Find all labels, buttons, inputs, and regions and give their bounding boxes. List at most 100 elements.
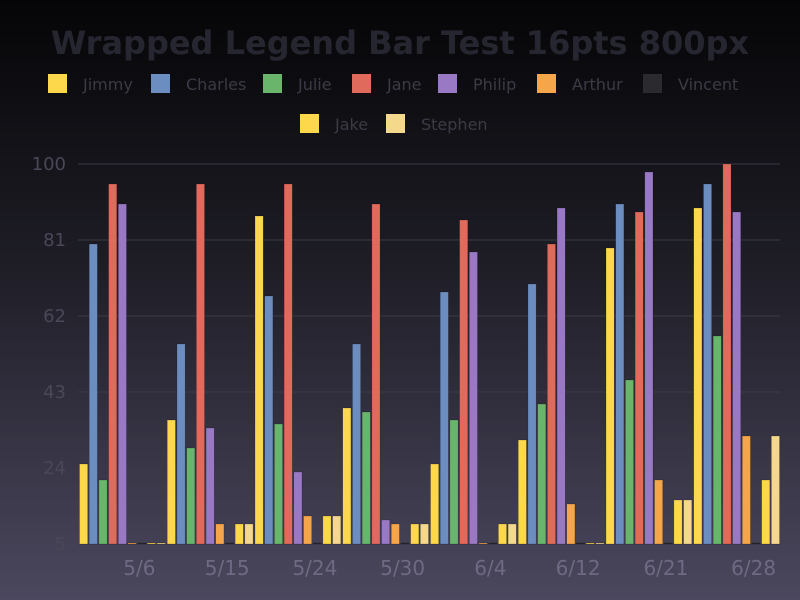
bar-philip xyxy=(381,519,390,545)
bar-julie xyxy=(537,403,547,545)
bar-philip xyxy=(205,427,215,545)
bar-charles xyxy=(176,343,186,545)
bar-charles xyxy=(352,343,361,545)
legend-item-vincent: Vincent xyxy=(643,74,738,94)
bar-arthur xyxy=(303,515,312,545)
bar-stephen xyxy=(156,542,166,545)
grid-lines xyxy=(78,163,780,545)
legend-swatch xyxy=(386,114,405,133)
x-tick-label: 5/15 xyxy=(205,556,250,580)
bar-jane xyxy=(634,211,644,545)
bar-charles xyxy=(703,183,712,545)
bar-vincent xyxy=(400,542,410,545)
bar-julie xyxy=(274,423,283,545)
bar-stephen xyxy=(507,523,517,545)
y-tick-label: 43 xyxy=(43,382,66,403)
bar-jake xyxy=(234,523,244,545)
x-tick-label: 6/28 xyxy=(731,556,776,580)
x-tick-label: 6/4 xyxy=(474,556,506,580)
legend-item-arthur: Arthur xyxy=(537,74,623,94)
legend-item-jane: Jane xyxy=(352,74,422,94)
chart-title: Wrapped Legend Bar Test 16pts 800px xyxy=(51,24,750,62)
legend-label: Philip xyxy=(473,75,516,94)
bar-vincent xyxy=(225,542,234,545)
bar-stephen xyxy=(244,523,254,545)
legend-swatch xyxy=(438,74,457,93)
legend-swatch xyxy=(643,74,662,93)
bar-jimmy xyxy=(693,207,703,545)
bar-jake xyxy=(147,542,156,545)
legend-swatch xyxy=(151,74,170,93)
x-tick-label: 5/30 xyxy=(380,556,425,580)
bar-philip xyxy=(293,471,303,545)
bar-vincent xyxy=(312,542,322,545)
bar-charles xyxy=(264,295,274,545)
bar-jake xyxy=(410,523,420,545)
x-axis-ticks: 5/6 5/15 5/24 5/30 6/4 6/12 6/21 6/28 xyxy=(123,556,776,580)
legend-swatch xyxy=(352,74,371,93)
bar-arthur xyxy=(566,503,576,545)
bar-jane xyxy=(371,203,381,545)
bar-arthur xyxy=(742,435,751,545)
legend-swatch xyxy=(48,74,67,93)
y-tick-label: 62 xyxy=(43,306,66,327)
bar-jane xyxy=(108,183,118,545)
legend: Jimmy Charles Julie Jane Philip Arthur Vincent… xyxy=(48,74,738,134)
legend-swatch xyxy=(300,114,319,133)
bar-julie xyxy=(98,479,108,545)
bar-jake xyxy=(322,515,332,545)
bar-philip xyxy=(118,203,127,545)
bar-charles xyxy=(88,243,98,545)
bar-jimmy xyxy=(254,215,264,545)
y-tick-label: 81 xyxy=(43,230,66,251)
bar-jimmy xyxy=(605,247,615,545)
bar-arthur xyxy=(391,523,400,545)
bar-jane xyxy=(283,183,293,545)
bar-jimmy xyxy=(518,439,527,545)
legend-item-julie: Julie xyxy=(263,74,332,94)
bars xyxy=(79,163,780,545)
x-tick-label: 5/6 xyxy=(123,556,155,580)
bar-jane xyxy=(722,163,732,545)
legend-label: Jimmy xyxy=(82,75,133,94)
bar-jake xyxy=(498,523,507,545)
x-tick-label: 6/12 xyxy=(556,556,601,580)
y-tick-label: 100 xyxy=(32,154,66,175)
bar-vincent xyxy=(663,542,673,545)
bar-stephen xyxy=(771,435,780,545)
bar-jimmy xyxy=(79,463,88,545)
legend-label: Vincent xyxy=(678,75,738,94)
bar-julie xyxy=(361,411,371,545)
bar-julie xyxy=(625,379,634,545)
bar-jimmy xyxy=(167,419,176,545)
bar-jimmy xyxy=(342,407,352,545)
bar-vincent xyxy=(488,542,498,545)
legend-swatch xyxy=(263,74,282,93)
legend-item-stephen: Stephen xyxy=(386,114,488,134)
legend-label: Julie xyxy=(297,75,332,94)
x-tick-label: 5/24 xyxy=(292,556,337,580)
bar-arthur xyxy=(478,542,488,545)
bar-jimmy xyxy=(430,463,439,545)
legend-item-philip: Philip xyxy=(438,74,516,94)
bar-jake xyxy=(761,479,771,545)
bar-philip xyxy=(732,211,741,545)
y-tick-label: 24 xyxy=(43,458,66,479)
bar-arthur xyxy=(654,479,663,545)
bar-arthur xyxy=(215,523,225,545)
y-axis-ticks: 5 24 43 62 81 100 xyxy=(32,154,66,555)
bar-jake xyxy=(673,499,683,545)
bar-charles xyxy=(439,291,449,545)
bar-vincent xyxy=(137,542,147,545)
y-tick-label: 5 xyxy=(55,534,66,555)
legend-label: Stephen xyxy=(421,115,488,134)
legend-label: Charles xyxy=(186,75,246,94)
bar-arthur xyxy=(127,542,137,545)
bar-vincent xyxy=(576,542,585,545)
bar-stephen xyxy=(420,523,429,545)
legend-label: Jake xyxy=(334,115,368,134)
bar-jake xyxy=(585,542,595,545)
bar-julie xyxy=(186,447,196,545)
